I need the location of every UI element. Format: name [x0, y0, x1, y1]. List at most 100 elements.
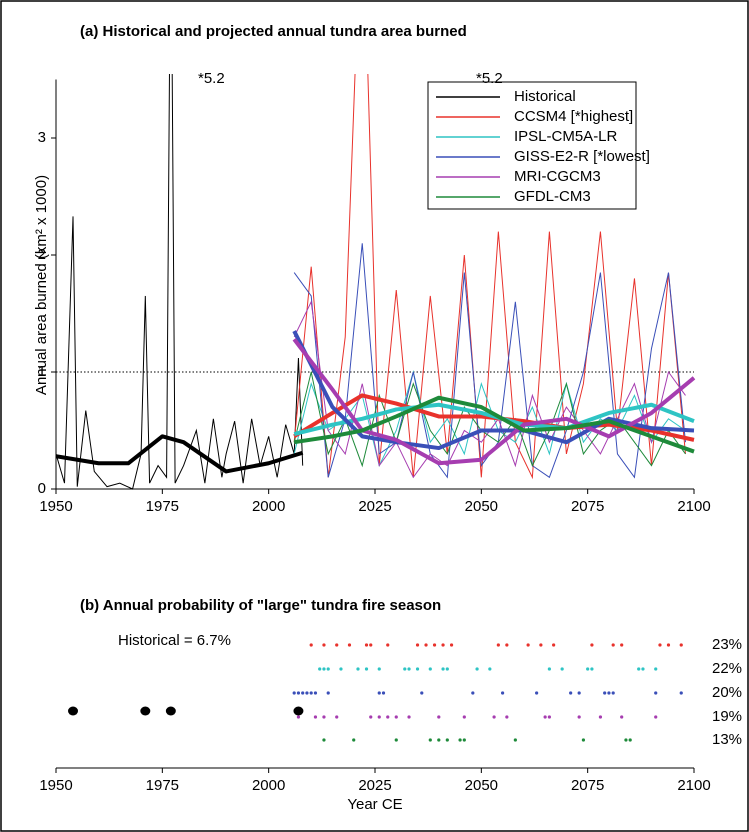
fire-dot [547, 715, 551, 719]
fire-dot [326, 691, 330, 695]
chart-title: (b) Annual probability of "large" tundra… [80, 597, 441, 614]
x-tick-label: 2025 [358, 498, 391, 515]
fire-dot [654, 691, 658, 695]
fire-dot [415, 667, 420, 671]
fire-dot [394, 738, 398, 742]
fire-dot [569, 691, 573, 695]
fire-dot [335, 715, 339, 719]
fire-dot [326, 667, 330, 671]
fire-dot [313, 715, 318, 719]
fire-dot [620, 715, 624, 719]
fire-dot [462, 738, 466, 742]
fire-dot [428, 667, 432, 671]
fire-dot [441, 667, 445, 671]
fire-dot [560, 667, 564, 671]
fire-dot [386, 643, 390, 647]
fire-dot [347, 643, 352, 647]
fire-dot [424, 643, 428, 647]
fire-dot [679, 643, 683, 647]
fire-dot [543, 715, 547, 719]
fire-dot [313, 691, 318, 695]
legend-label: CCSM4 [*highest] [514, 108, 633, 125]
fire-dot [513, 738, 517, 742]
fire-dot [590, 667, 594, 671]
x-tick-label: 2100 [677, 777, 710, 794]
fire-dot [377, 715, 381, 719]
fire-dot [505, 643, 509, 647]
fire-dot [441, 643, 445, 647]
fire-dot [611, 643, 615, 647]
fire-dot [496, 643, 500, 647]
y-tick-label: 1 [38, 363, 46, 380]
legend-label: GFDL-CM3 [514, 188, 591, 205]
fire-dot [658, 643, 662, 647]
legend-label: IPSL-CM5A-LR [514, 128, 618, 145]
fire-dot [526, 643, 530, 647]
fire-dot [505, 715, 509, 719]
legend-label: MRI-CGCM3 [514, 168, 601, 185]
fire-dot [432, 643, 437, 647]
fire-dot [437, 715, 441, 719]
y-axis-label: Annual area burned (km² x 1000) [33, 175, 50, 395]
x-tick-label: 2100 [677, 498, 710, 515]
fire-dot [386, 715, 390, 719]
fire-dot [641, 667, 645, 671]
plot-area [56, 74, 696, 490]
x-tick-label: 2050 [465, 498, 498, 515]
y-tick-label: 0 [38, 480, 46, 497]
fire-dot [445, 738, 449, 742]
legend-box [427, 81, 637, 210]
fire-dot [458, 738, 462, 742]
fire-dot [301, 691, 305, 695]
fire-dot [603, 691, 607, 695]
fire-dot [296, 715, 301, 719]
fire-dot [377, 667, 381, 671]
fire-dot [586, 667, 590, 671]
trend-line [56, 434, 304, 474]
fire-dot [318, 667, 322, 671]
trend-line [293, 402, 695, 436]
fire-dot [547, 667, 551, 671]
fire-dot [445, 667, 449, 671]
historical-dot [68, 706, 79, 716]
trend-line [292, 330, 695, 451]
fire-dot [322, 643, 326, 647]
fire-dot [403, 667, 407, 671]
fire-dot [322, 715, 326, 719]
annotation: Historical = 6.7% [118, 632, 231, 649]
fire-dot [611, 691, 615, 695]
fire-dot [296, 691, 301, 695]
historical-dot [165, 706, 176, 716]
fire-dot [462, 715, 466, 719]
fire-dot [407, 715, 411, 719]
fire-dot [654, 667, 658, 671]
fire-dot [339, 667, 343, 671]
fire-dot [356, 667, 360, 671]
fire-dot [577, 691, 581, 695]
x-tick-label: 2000 [252, 498, 285, 515]
legend-label: Historical [514, 88, 576, 105]
fire-dot [335, 643, 339, 647]
percent-label: 19% [712, 708, 742, 725]
fire-dot [679, 691, 683, 695]
x-tick-label: 2025 [358, 777, 391, 794]
series-line [56, 74, 304, 490]
legend-label: GISS-E2-R [*lowest] [514, 148, 650, 165]
fire-dot [364, 667, 369, 671]
fire-dot [394, 715, 398, 719]
fire-dot [309, 643, 313, 647]
fire-dot [666, 643, 671, 647]
fire-dot [598, 715, 603, 719]
x-tick-label: 2050 [465, 777, 498, 794]
fire-dot [501, 691, 505, 695]
fire-dot [428, 738, 432, 742]
fire-dot [305, 691, 309, 695]
x-tick-label: 2000 [252, 777, 285, 794]
percent-label: 20% [712, 684, 742, 701]
trend-line [292, 338, 696, 466]
fire-dot [488, 667, 492, 671]
fire-dot [535, 691, 539, 695]
percent-label: 22% [712, 660, 742, 677]
chart-title: (a) Historical and projected annual tund… [80, 23, 467, 40]
